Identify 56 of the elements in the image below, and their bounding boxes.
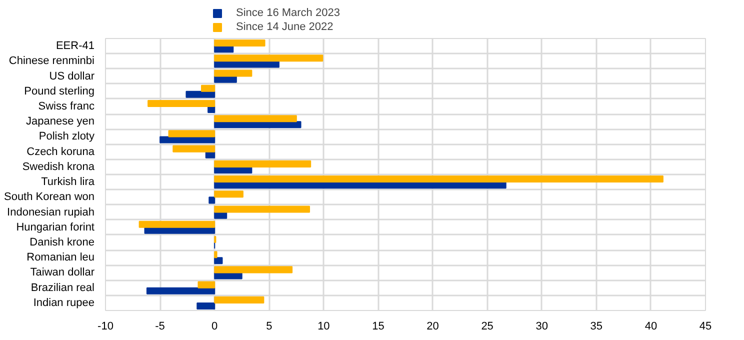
x-tick-label: 20: [426, 320, 439, 332]
y-tick-label: Hungarian forint: [16, 221, 95, 234]
bar: [146, 287, 216, 294]
y-tick-label: Brazilian real: [30, 282, 95, 294]
x-tick-label: -10: [98, 320, 114, 332]
y-tick-label: Taiwan dollar: [30, 266, 95, 279]
x-tick-label: 0: [212, 320, 218, 332]
bar: [214, 257, 223, 264]
bar: [138, 220, 216, 228]
x-tick-label: 45: [699, 320, 712, 332]
x-tick-label: 15: [372, 320, 384, 332]
bar: [208, 196, 216, 204]
bar: [214, 54, 324, 62]
y-tick-label: Indian rupee: [33, 296, 95, 309]
bar: [214, 296, 264, 304]
bar: [214, 176, 664, 183]
y-tick-label: EER-41: [56, 40, 95, 52]
y-tick-label: Czech koruna: [26, 146, 96, 158]
y-tick-label: Turkish lira: [41, 176, 96, 188]
y-tick-label: Indonesian rupiah: [7, 206, 95, 218]
y-tick-label: Polish zloty: [38, 130, 95, 143]
x-tick-label: 40: [644, 320, 658, 332]
y-tick-label: South Korean won: [4, 191, 95, 204]
bar: [214, 40, 266, 47]
legend-label: Since 14 June 2022: [236, 20, 334, 34]
bar: [168, 130, 216, 138]
y-tick-label: Pound sterling: [24, 85, 95, 98]
bar: [186, 90, 216, 98]
legend-label: Since 16 March 2023: [236, 6, 340, 20]
bar: [198, 281, 216, 288]
bar: [214, 70, 252, 77]
x-tick-label: 25: [481, 320, 494, 332]
bar: [214, 272, 242, 280]
x-tick-label: -5: [155, 320, 165, 332]
bar: [214, 266, 293, 274]
bar: [214, 206, 310, 213]
bar: [214, 251, 218, 258]
y-tick-label: US dollar: [49, 70, 95, 82]
y-tick-label: Chinese renminbi: [8, 55, 95, 68]
bar: [214, 115, 297, 122]
x-tick-label: 35: [590, 320, 603, 332]
y-tick-label: Swedish krona: [22, 160, 96, 173]
x-tick-label: 10: [318, 320, 330, 332]
x-tick-label: 5: [266, 320, 272, 332]
y-tick-label: Romanian leu: [26, 252, 94, 264]
bar: [172, 145, 216, 152]
y-tick-label: Swiss franc: [38, 100, 95, 112]
bar: [201, 84, 216, 92]
bar: [214, 190, 244, 198]
y-tick-label: Japanese yen: [26, 116, 94, 128]
y-tick-label: Danish krone: [30, 236, 95, 248]
bar: [196, 302, 216, 310]
bar: [214, 160, 312, 168]
bar: [160, 136, 216, 144]
x-tick-label: 30: [536, 320, 548, 332]
bar: [148, 100, 216, 107]
